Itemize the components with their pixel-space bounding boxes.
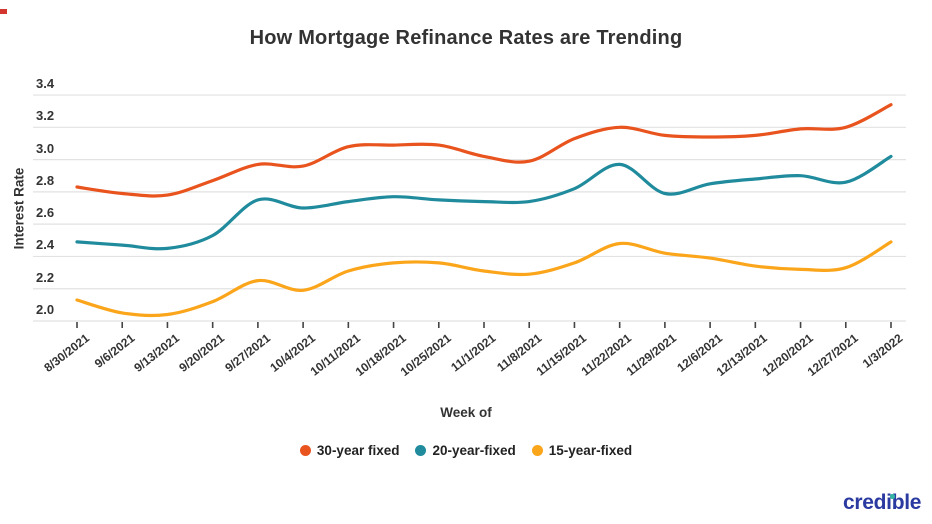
y-tick-label: 2.8 — [36, 172, 55, 188]
y-tick-label: 2.0 — [36, 302, 55, 317]
x-axis-title: Week of — [440, 405, 492, 420]
y-tick-label: 3.2 — [36, 108, 55, 124]
y-tick-label: 2.6 — [36, 205, 55, 221]
y-tick-label: 2.4 — [36, 237, 55, 253]
line-20-year-fixed — [75, 154, 893, 251]
legend-dot — [415, 445, 427, 456]
legend-item: 15-year-fixed — [531, 443, 633, 458]
logo-text: credible — [843, 491, 922, 514]
legend: 30-year fixed 20-year-fixed 15-year-fixed — [0, 443, 932, 458]
chart-title: How Mortgage Refinance Rates are Trendin… — [249, 27, 683, 49]
legend-item-label: 15-year-fixed — [548, 443, 633, 458]
legend-item-label: 20-year-fixed — [432, 443, 516, 458]
line-15-year-fixed — [75, 240, 893, 318]
y-tick-label: 2.2 — [36, 269, 55, 285]
y-tick-label: 3.4 — [36, 76, 55, 92]
legend-dot — [299, 445, 311, 456]
legend-dot — [531, 445, 543, 456]
legend-item-label: 30-year fixed — [316, 443, 400, 458]
y-tick-label: 3.0 — [36, 140, 55, 156]
credible-logo: credible — [843, 491, 931, 519]
logo-i-dot — [890, 494, 895, 499]
legend-item: 30-year fixed — [299, 443, 400, 458]
red-corner-mark — [0, 9, 7, 14]
legend-item: 20-year-fixed — [415, 443, 516, 458]
line-30-year-fixed — [75, 103, 893, 198]
